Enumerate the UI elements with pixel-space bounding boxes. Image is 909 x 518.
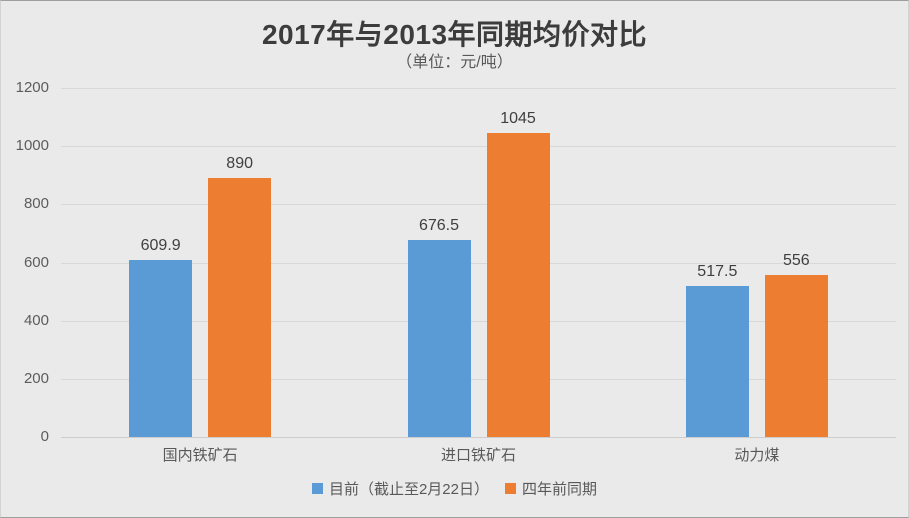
gridline [61,88,896,89]
gridline [61,437,896,438]
gridline [61,204,896,206]
bar-value-label: 556 [782,252,810,270]
gridline [61,378,896,380]
y-axis-tick-label: 1000 [15,137,49,155]
bar-value-label: 517.5 [697,263,738,281]
x-axis-category-label: 国内铁矿石 [162,447,238,464]
bar [685,286,749,437]
legend-label: 四年前同期 [522,481,598,498]
x-axis-category-label: 进口铁矿石 [440,447,516,464]
y-axis-tick-label: 0 [40,428,49,445]
legend-swatch-icon [505,483,516,494]
y-axis-tick-label: 600 [23,253,49,271]
gridline [61,262,896,264]
bar [208,178,272,437]
chart-subtitle: （单位：元/吨） [396,54,513,71]
bar [486,133,550,437]
y-axis-tick-label: 400 [23,311,49,329]
legend-swatch-icon [311,483,323,494]
legend-label: 目前（截止至2月22日） [328,481,489,498]
x-axis-category-label: 动力煤 [734,447,780,464]
bar [129,259,193,437]
bar [407,240,471,437]
y-axis-tick-label: 1200 [15,79,49,96]
legend: 目前（截止至2月22日） 四年前同期 [1,478,908,499]
bar-value-label: 676.5 [418,217,460,235]
gridline [61,320,896,322]
bar [764,275,828,437]
y-axis-tick-label: 800 [23,195,49,213]
legend-item: 四年前同期 [505,478,597,499]
bar-value-label: 609.9 [140,236,181,254]
y-axis-tick-label: 200 [23,369,49,387]
bar-value-label: 1045 [500,110,536,128]
chart-title: 2017年与2013年同期均价对比 [261,19,648,50]
legend-item: 目前（截止至2月22日） [311,478,489,499]
bar-value-label: 890 [226,155,253,173]
gridline [61,146,896,148]
